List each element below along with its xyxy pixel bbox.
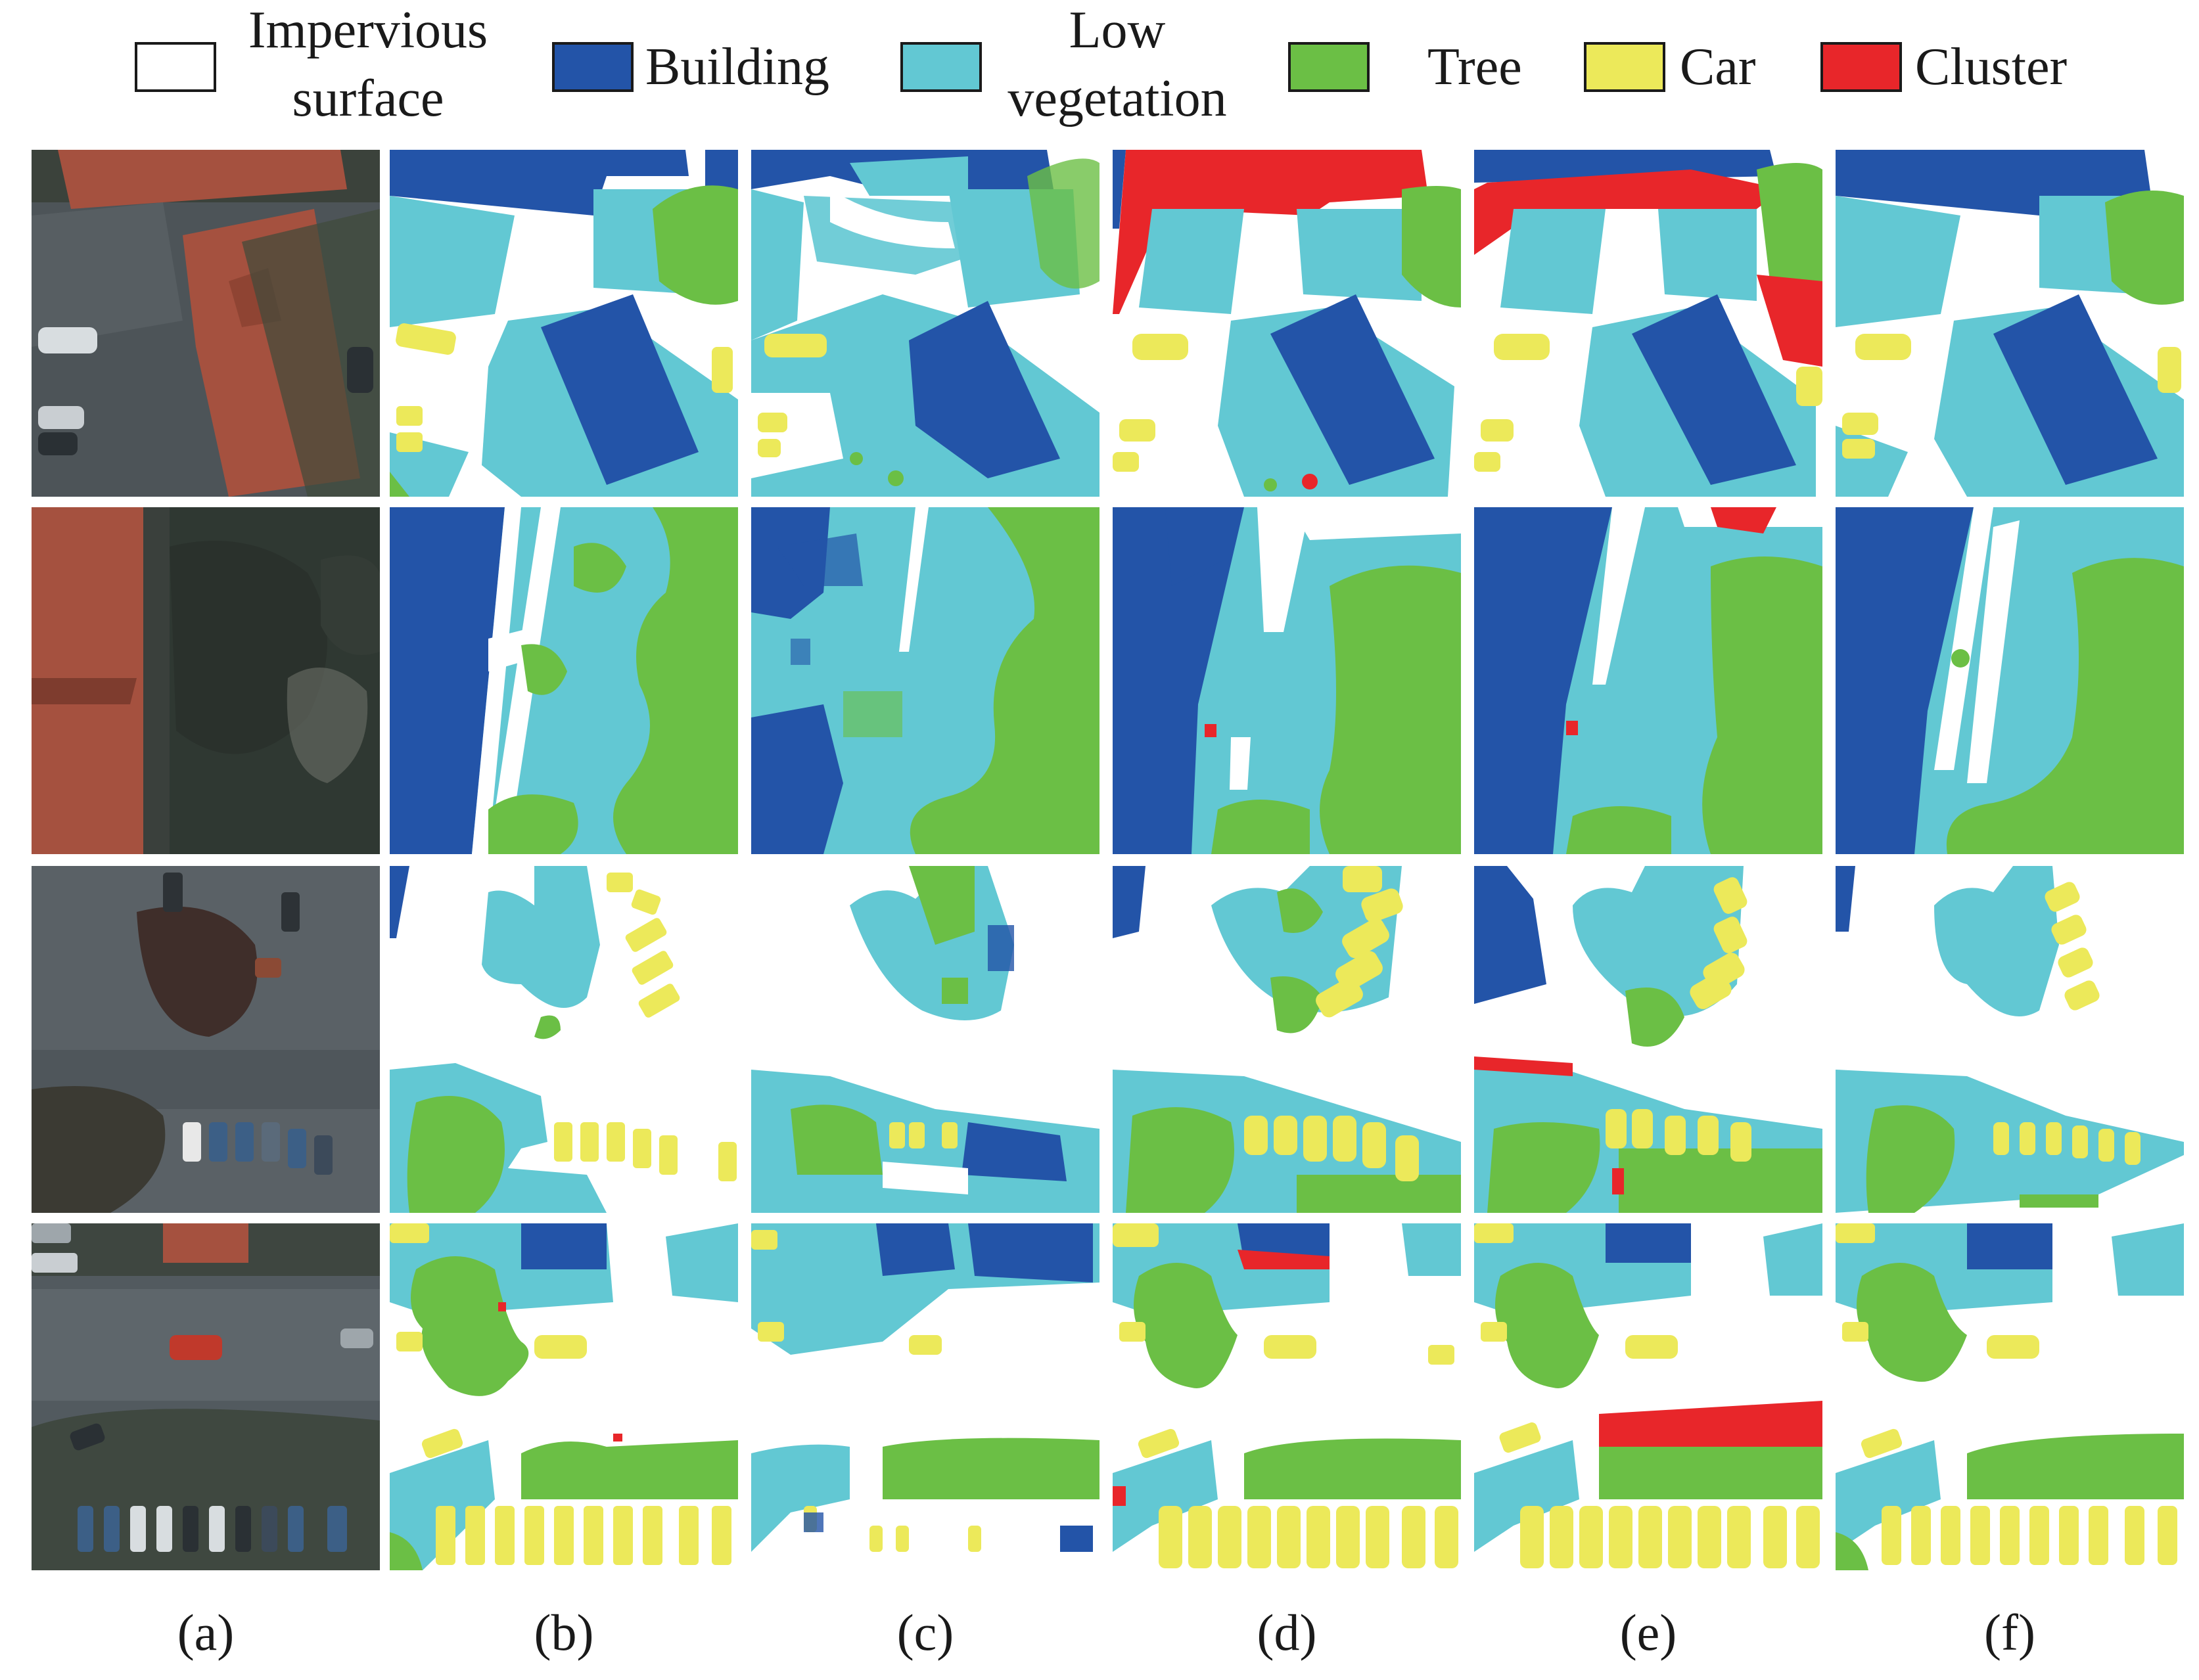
legend-swatch-impervious <box>135 42 216 92</box>
prediction-e-r4 <box>1474 1223 1822 1570</box>
prediction-f-r3 <box>1836 866 2184 1213</box>
panel-r2-b <box>390 507 738 854</box>
panel-r1-f <box>1836 150 2184 497</box>
panel-r2-f <box>1836 507 2184 854</box>
panel-r2-e <box>1474 507 1822 854</box>
legend-swatch-tree <box>1288 42 1370 92</box>
column-label-f: (f) <box>1984 1604 2035 1661</box>
panel-r4-b <box>390 1223 738 1570</box>
column-label-e: (e) <box>1619 1604 1677 1661</box>
prediction-d-r2 <box>1113 507 1461 854</box>
prediction-e-r3 <box>1474 866 1822 1213</box>
panel-r4-c <box>751 1223 1100 1570</box>
legend-label-impervious-line1: Impervious <box>248 1 488 59</box>
prediction-d-r4 <box>1113 1223 1461 1570</box>
column-label-c: (c) <box>896 1604 954 1661</box>
legend-item-car: Car <box>1584 0 1794 138</box>
ground-truth-r2 <box>390 507 738 854</box>
aerial-photo-r1 <box>32 150 380 497</box>
legend-item-tree: Tree <box>1288 0 1538 138</box>
panel-r1-b <box>390 150 738 497</box>
prediction-f-r4 <box>1836 1223 2184 1570</box>
panel-r3-b <box>390 866 738 1213</box>
panel-r2-a <box>32 507 380 854</box>
prediction-c-r3 <box>751 866 1100 1213</box>
panel-r4-a <box>32 1223 380 1570</box>
panel-r2-c <box>751 507 1100 854</box>
panel-r3-c <box>751 866 1100 1213</box>
panel-r1-d <box>1113 150 1461 497</box>
prediction-e-r2 <box>1474 507 1822 854</box>
panel-r4-d <box>1113 1223 1461 1570</box>
prediction-e-r1 <box>1474 150 1822 497</box>
legend-swatch-lowveg <box>900 42 982 92</box>
legend-swatch-building <box>552 42 634 92</box>
panel-r1-e <box>1474 150 1822 497</box>
prediction-f-r1 <box>1836 150 2184 497</box>
panel-r3-e <box>1474 866 1822 1213</box>
legend-label-car: Car <box>1680 38 1756 96</box>
legend-label-lowveg-line1: Low <box>1069 1 1166 59</box>
panel-r2-d <box>1113 507 1461 854</box>
panel-r3-f <box>1836 866 2184 1213</box>
panel-r1-c <box>751 150 1100 497</box>
legend-label-tree: Tree <box>1427 38 1522 96</box>
legend-item-lowveg: Low vegetation <box>900 0 1242 138</box>
ground-truth-r3 <box>390 866 738 1213</box>
legend-swatch-cluster <box>1820 42 1902 92</box>
prediction-c-r4 <box>751 1223 1100 1570</box>
aerial-photo-r2 <box>32 507 380 854</box>
ground-truth-r1 <box>390 150 738 497</box>
legend-item-building: Building <box>552 0 854 138</box>
aerial-photo-r3 <box>32 866 380 1213</box>
legend-label-cluster: Cluster <box>1915 38 2068 96</box>
prediction-c-r1 <box>751 150 1100 497</box>
prediction-d-r1 <box>1113 150 1461 497</box>
legend-label-lowveg-line2: vegetation <box>1007 70 1227 127</box>
panel-r4-e <box>1474 1223 1822 1570</box>
aerial-photo-r4 <box>32 1223 380 1570</box>
legend-item-impervious: Impervious surface <box>135 0 503 138</box>
panel-r1-a <box>32 150 380 497</box>
panel-r3-d <box>1113 866 1461 1213</box>
legend-label-impervious-line2: surface <box>292 70 444 127</box>
prediction-c-r2 <box>751 507 1100 854</box>
ground-truth-r4 <box>390 1223 738 1570</box>
panel-r4-f <box>1836 1223 2184 1570</box>
prediction-f-r2 <box>1836 507 2184 854</box>
prediction-d-r3 <box>1113 866 1461 1213</box>
legend-item-cluster: Cluster <box>1820 0 2096 138</box>
column-label-a: (a) <box>177 1604 235 1661</box>
column-label-b: (b) <box>534 1604 594 1661</box>
legend-label-building: Building <box>645 38 830 96</box>
column-label-d: (d) <box>1257 1604 1317 1661</box>
panel-r3-a <box>32 866 380 1213</box>
legend-swatch-car <box>1584 42 1665 92</box>
